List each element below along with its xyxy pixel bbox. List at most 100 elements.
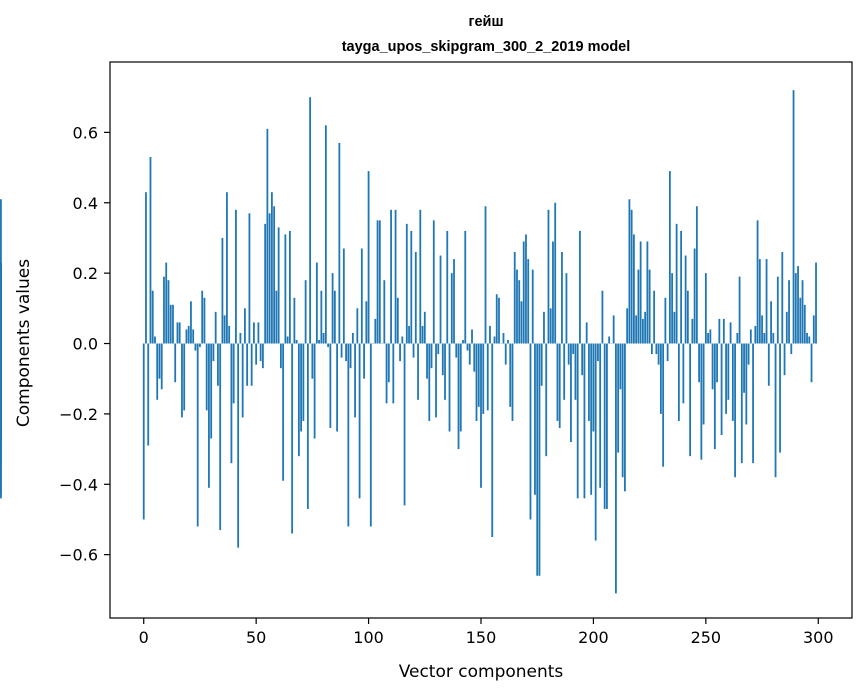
bar-140 — [457, 343, 460, 450]
bar-271 — [752, 343, 754, 464]
bar-84 — [331, 273, 334, 344]
bar-115 — [401, 336, 404, 344]
bar-15 — [176, 322, 179, 344]
y-tick-label: 0.2 — [73, 264, 98, 283]
x-tick-label: 100 — [353, 628, 384, 647]
bar-108 — [385, 343, 388, 404]
bar-66 — [291, 343, 294, 534]
bar-145 — [468, 343, 471, 365]
bar-49 — [253, 322, 255, 344]
bar-189 — [567, 343, 570, 365]
bar-227 — [653, 290, 656, 344]
bar-280 — [772, 332, 775, 344]
bar-126 — [426, 343, 428, 379]
bar-166 — [516, 269, 518, 344]
bar-31 — [212, 343, 215, 362]
bar-248 — [700, 343, 703, 460]
bar-244 — [691, 318, 694, 344]
bar-120 — [412, 343, 415, 358]
bar-170 — [525, 234, 527, 344]
bar-186 — [561, 252, 563, 344]
bar-39 — [230, 343, 233, 464]
bar-78 — [318, 340, 321, 344]
bar-150 — [480, 343, 482, 488]
bar-116 — [403, 343, 406, 506]
bar-105 — [378, 220, 381, 344]
bar-82 — [327, 343, 329, 348]
bar-16 — [178, 322, 181, 344]
bar-3 — [149, 157, 152, 344]
bar-181 — [549, 308, 552, 344]
bar-250 — [704, 273, 707, 344]
bar-201 — [594, 343, 597, 541]
bar-143 — [464, 230, 467, 344]
bar-34 — [219, 343, 222, 531]
bar-58 — [273, 206, 276, 344]
bar-228 — [655, 343, 658, 355]
bar-272 — [754, 325, 757, 344]
bar-127 — [428, 343, 431, 421]
bar-185 — [558, 343, 561, 428]
bar-172 — [529, 343, 532, 520]
bar-133 — [441, 343, 444, 376]
bar-187 — [563, 343, 566, 400]
bar-196 — [583, 343, 586, 499]
bar-61 — [279, 343, 282, 369]
bar-273 — [756, 220, 759, 344]
bar-97 — [360, 248, 363, 344]
bar-296 — [808, 336, 811, 344]
bar-263 — [734, 343, 736, 478]
bar-75 — [311, 343, 314, 379]
bar-147 — [473, 343, 476, 372]
bar-151 — [482, 343, 485, 414]
bar-119 — [410, 230, 413, 344]
bar-148 — [475, 343, 478, 421]
bar-139 — [455, 343, 458, 358]
bar-67 — [293, 297, 296, 344]
bar-44 — [241, 343, 244, 418]
x-axis-ticks: 0 50 100 150 200 250 300 — [139, 618, 834, 647]
bar-167 — [518, 280, 521, 344]
bar-83 — [329, 343, 332, 428]
bar-55 — [266, 128, 269, 344]
bar-89 — [342, 248, 345, 344]
bar-96 — [358, 343, 361, 499]
bar-220 — [637, 269, 640, 344]
bar-197 — [585, 322, 588, 344]
bar-110 — [390, 209, 392, 344]
bar-131 — [437, 343, 440, 355]
bar-90 — [345, 343, 347, 362]
bar-124 — [421, 325, 424, 344]
bar-206 — [606, 343, 608, 509]
bar-299 — [815, 262, 817, 344]
y-tick-label: −0.6 — [59, 546, 98, 565]
bar-259 — [725, 343, 727, 414]
bar-48 — [250, 343, 253, 386]
bar-212 — [619, 343, 622, 390]
bar-268 — [745, 343, 748, 425]
bar-8 — [160, 343, 163, 390]
bar-10 — [165, 262, 168, 344]
bar-22 — [192, 329, 195, 344]
bar-142 — [462, 340, 464, 344]
bar-266 — [740, 343, 743, 464]
bar-281 — [774, 343, 777, 478]
bar-81 — [324, 125, 327, 344]
bar-85 — [333, 290, 336, 344]
bar-262 — [731, 343, 734, 421]
bar-254 — [713, 343, 716, 450]
bar-37 — [226, 192, 228, 344]
bar-173 — [531, 269, 534, 344]
bar-234 — [668, 171, 671, 344]
bar-179 — [545, 343, 548, 457]
bar-5 — [154, 336, 156, 344]
bar-204 — [601, 290, 604, 344]
bar-199 — [590, 343, 593, 495]
bar-136 — [448, 343, 451, 432]
bar-156 — [493, 336, 496, 344]
bar-135 — [446, 230, 449, 344]
bar-264 — [736, 332, 739, 344]
bar-289 — [792, 90, 795, 344]
bar-128 — [430, 343, 433, 369]
